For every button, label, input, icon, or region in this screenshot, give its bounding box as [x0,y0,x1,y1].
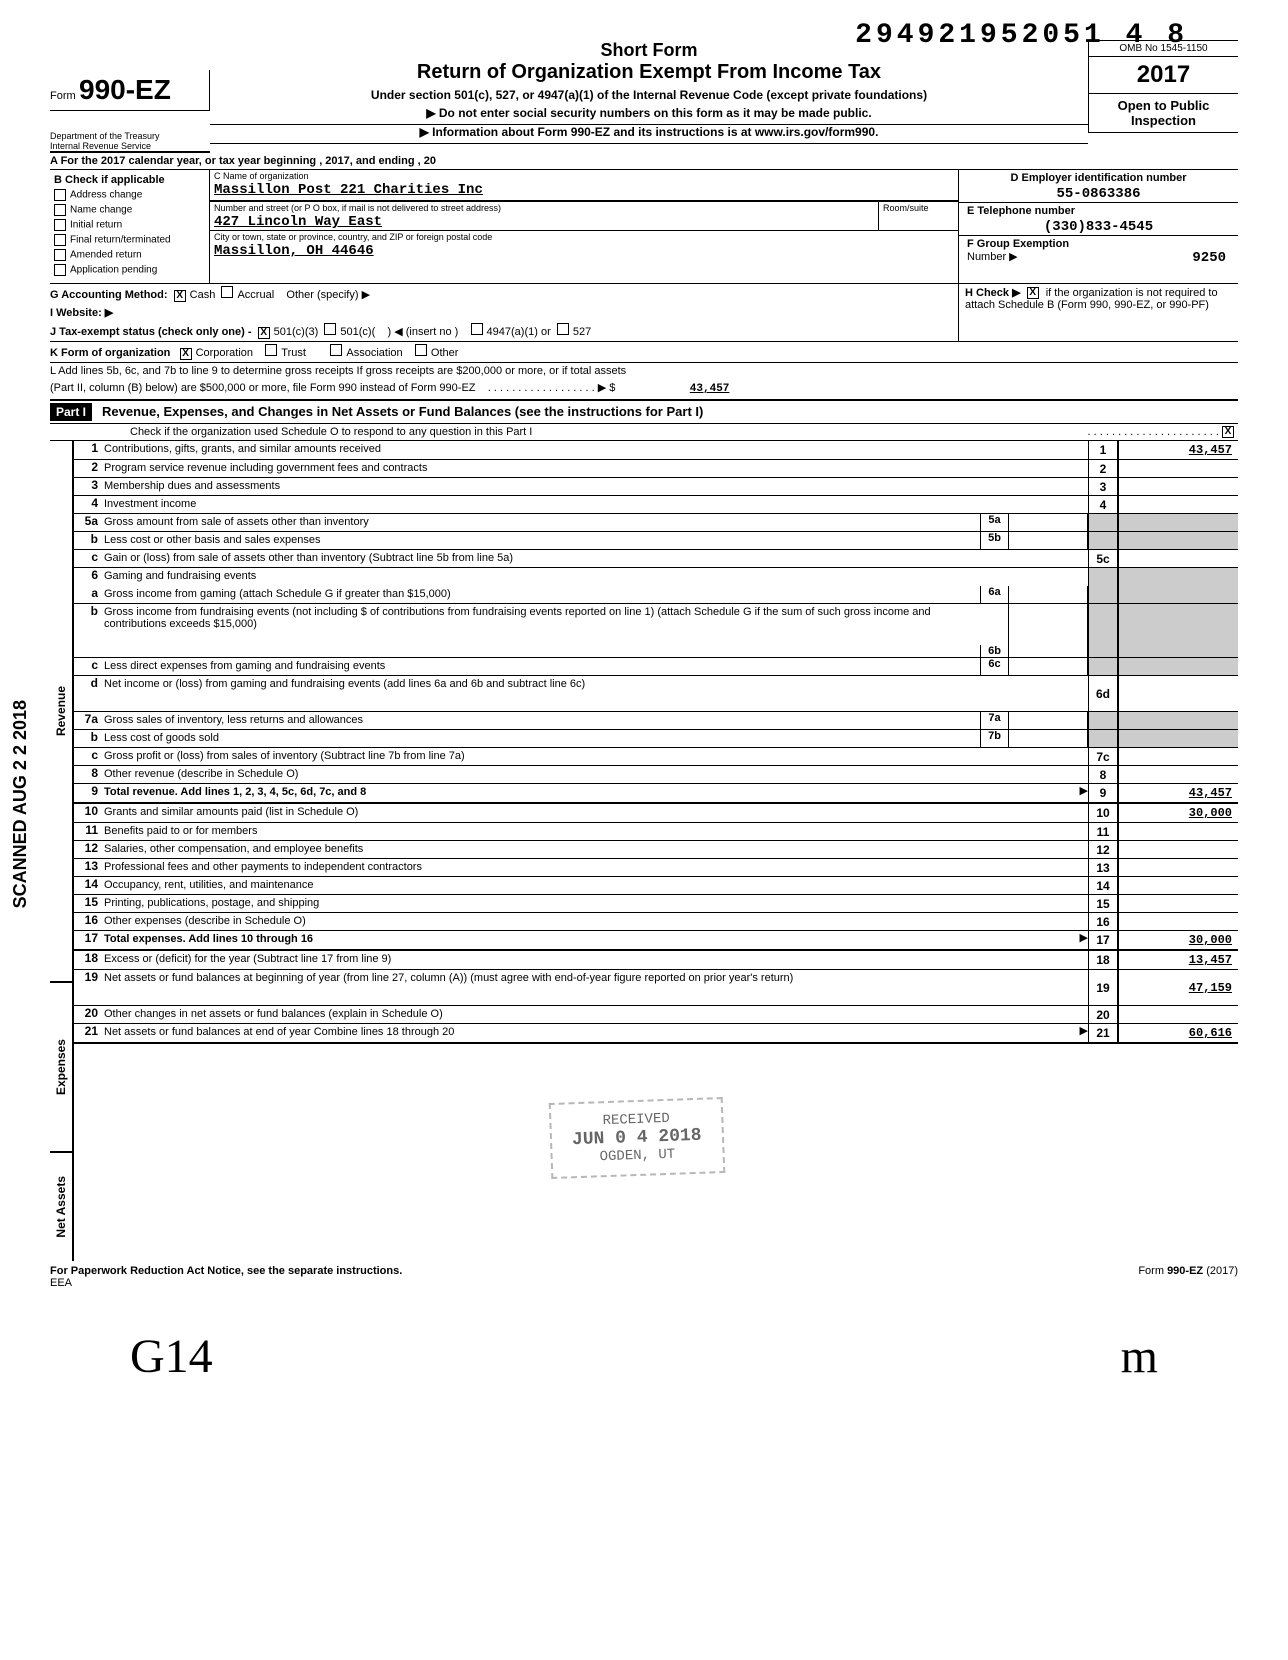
footer-paperwork: For Paperwork Reduction Act Notice, see … [50,1265,402,1277]
amount-line21[interactable]: 60,616 [1118,1024,1238,1042]
row-a-tax-year: A For the 2017 calendar year, or tax yea… [50,153,1238,170]
label-website: I Website: ▶ [50,306,113,319]
scanned-stamp: SCANNED AUG 2 2 2018 [10,700,31,908]
label-ein: D Employer identification number [959,170,1238,186]
checkbox-amended[interactable] [54,249,66,261]
amount-line3[interactable] [1118,478,1238,495]
label-accounting: G Accounting Method: [50,289,168,301]
dln-number: 294921952051 4 8 [855,20,1188,51]
amount-line2[interactable] [1118,460,1238,477]
field-group-number[interactable]: 9250 [1188,250,1230,266]
label-city: City or town, state or province, country… [210,231,958,243]
part1-title: Revenue, Expenses, and Changes in Net As… [102,404,703,419]
amount-line4[interactable] [1118,496,1238,513]
field-city[interactable]: Massillon, OH 44646 [210,243,958,259]
amount-line12[interactable] [1118,841,1238,858]
line-l-amount[interactable]: 43,457 [615,381,735,397]
form-header: Form 990-EZ Department of the Treasury I… [50,40,1238,153]
checkbox-501c[interactable] [324,323,336,335]
amount-line7c[interactable] [1118,748,1238,765]
amount-line9[interactable]: 43,457 [1118,784,1238,802]
field-street[interactable]: 427 Lincoln Way East [210,214,878,230]
checkbox-address-change[interactable] [54,189,66,201]
checkbox-initial-return[interactable] [54,219,66,231]
label-org-name: C Name of organization [210,170,958,182]
side-label-expenses: Expenses [54,1039,68,1095]
checkbox-trust[interactable] [265,344,277,356]
section-b-checkboxes: B Check if applicable Address change Nam… [50,170,210,283]
amount-line20[interactable] [1118,1006,1238,1023]
field-ein[interactable]: 55-0863386 [959,186,1238,202]
footer-eea: EEA [50,1277,72,1289]
form-prefix: Form [50,90,76,102]
amount-line6d[interactable] [1118,676,1238,711]
amount-line19[interactable]: 47,159 [1118,970,1238,1005]
amount-line10[interactable]: 30,000 [1118,804,1238,822]
amount-line5c[interactable] [1118,550,1238,567]
side-label-revenue: Revenue [54,686,68,736]
checkbox-cash[interactable]: X [174,290,186,302]
handwritten-g14: G14 [130,1329,213,1384]
received-stamp: RECEIVED JUN 0 4 2018 OGDEN, UT [549,1097,725,1179]
amount-line15[interactable] [1118,895,1238,912]
part1-header: Part I [50,403,92,421]
handwritten-initial: m [1121,1329,1158,1384]
title-main: Return of Organization Exempt From Incom… [210,61,1088,84]
amount-line18[interactable]: 13,457 [1118,951,1238,969]
note-ssn: ▶ Do not enter social security numbers o… [210,106,1088,120]
amount-line17[interactable]: 30,000 [1118,931,1238,949]
open-inspection: Open to Public Inspection [1089,94,1238,132]
amount-line11[interactable] [1118,823,1238,840]
amount-line14[interactable] [1118,877,1238,894]
subtitle: Under section 501(c), 527, or 4947(a)(1)… [210,88,1088,102]
checkbox-other-org[interactable] [415,344,427,356]
amount-line1[interactable]: 43,457 [1118,441,1238,459]
amount-line16[interactable] [1118,913,1238,930]
note-info: ▶ Information about Form 990-EZ and its … [210,124,1088,139]
label-room: Room/suite [879,202,958,214]
checkbox-501c3[interactable]: X [258,327,270,339]
checkbox-schedule-b[interactable]: X [1027,287,1039,299]
checkbox-schedule-o[interactable]: X [1222,426,1234,438]
field-org-name[interactable]: Massillon Post 221 Charities Inc [210,182,958,201]
checkbox-final-return[interactable] [54,234,66,246]
label-group-exemption: F Group Exemption [967,238,1069,250]
checkbox-application-pending[interactable] [54,264,66,276]
amount-line8[interactable] [1118,766,1238,783]
amount-line13[interactable] [1118,859,1238,876]
checkbox-name-change[interactable] [54,204,66,216]
label-street: Number and street (or P O box, if mail i… [210,202,878,214]
label-phone: E Telephone number [959,203,1238,219]
checkbox-corp[interactable]: X [180,348,192,360]
checkbox-accrual[interactable] [221,286,233,298]
checkbox-527[interactable] [557,323,569,335]
field-phone[interactable]: (330)833-4545 [959,219,1238,235]
checkbox-assoc[interactable] [330,344,342,356]
tax-year: 2017 [1089,57,1238,94]
form-number: 990-EZ [79,74,171,105]
checkbox-4947[interactable] [471,323,483,335]
dept-treasury: Department of the Treasury Internal Reve… [50,111,210,153]
footer-form-ref: Form 990-EZ (2017) [1138,1265,1238,1289]
side-label-net-assets: Net Assets [54,1176,68,1238]
line-l-text1: L Add lines 5b, 6c, and 7b to line 9 to … [50,365,626,377]
